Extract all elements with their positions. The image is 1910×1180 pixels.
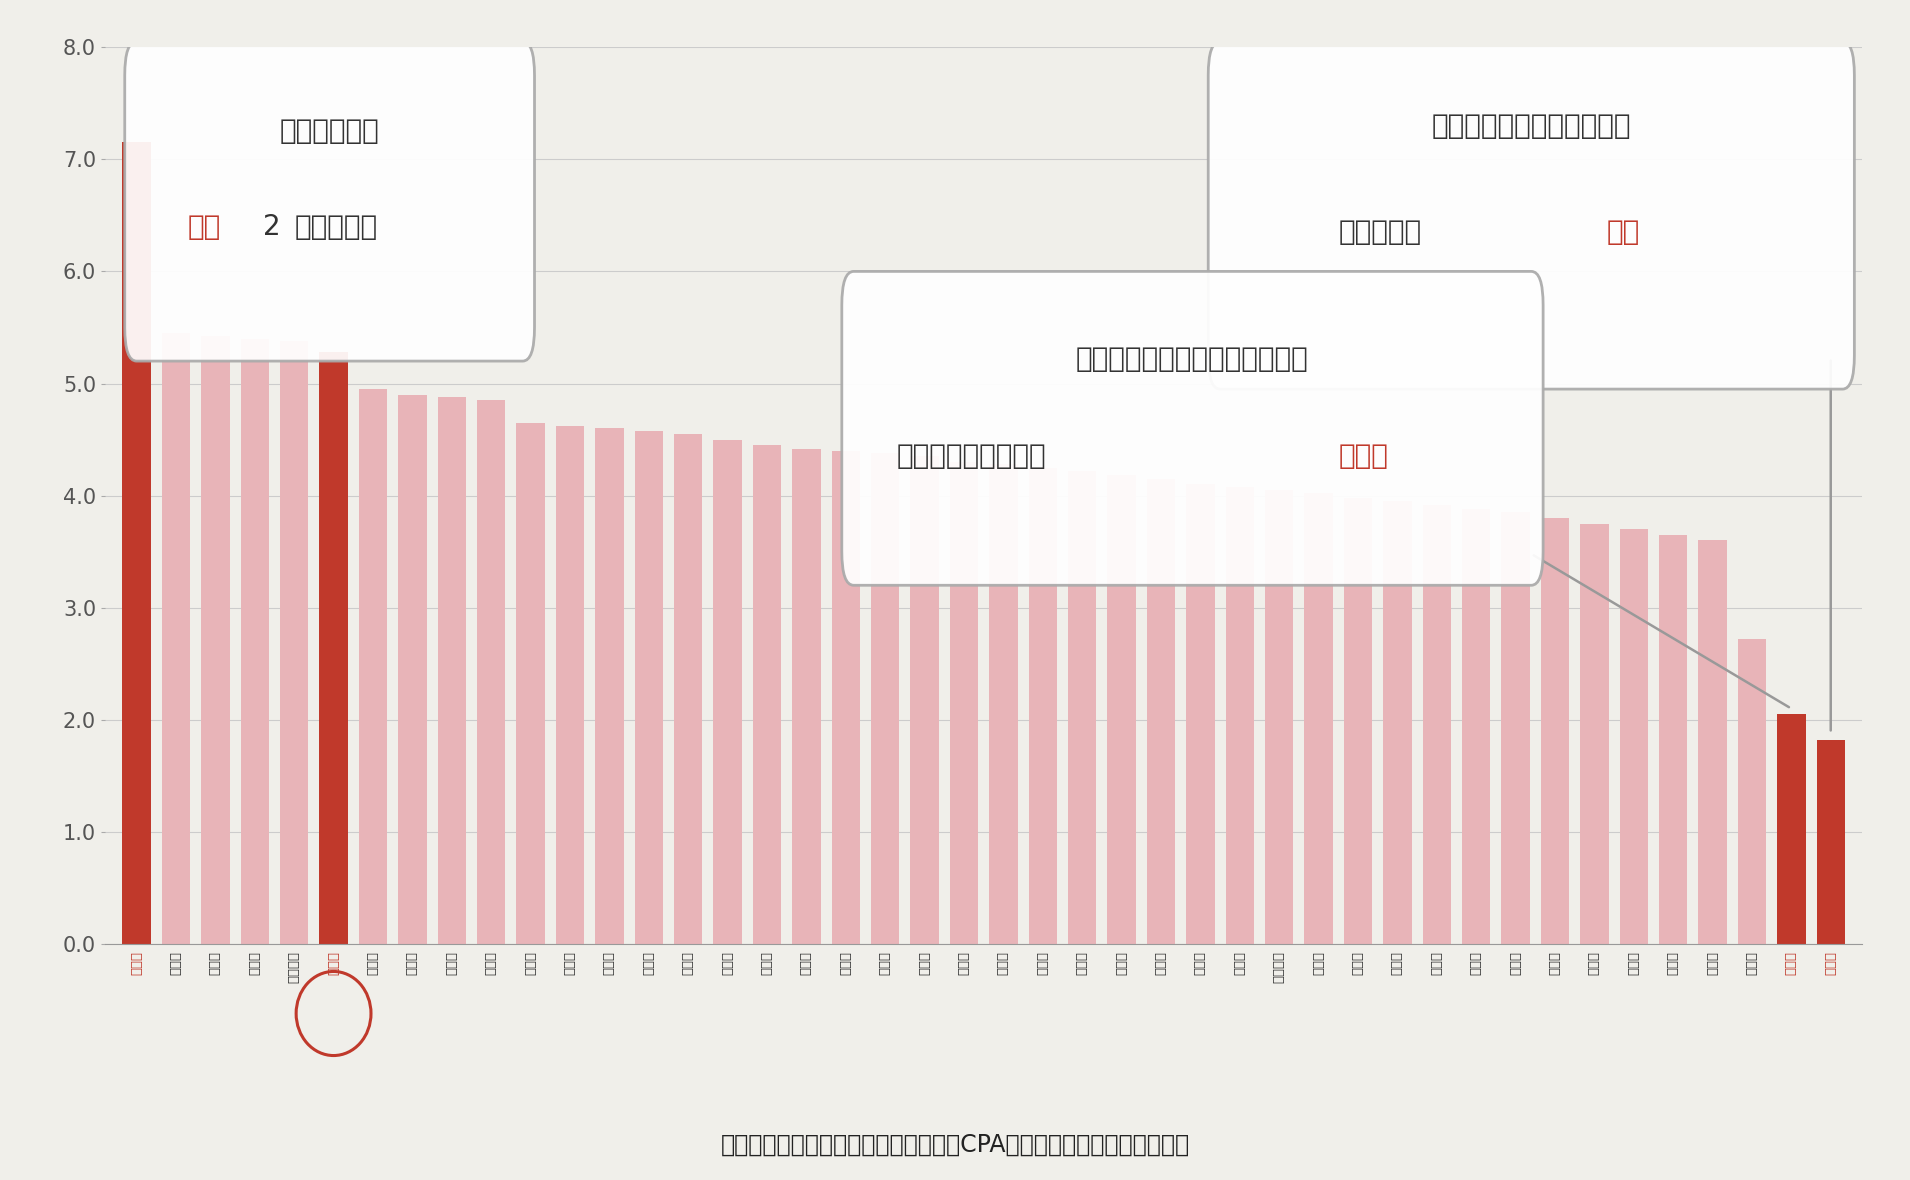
Bar <box>596 428 623 944</box>
Text: 県が上位に: 県が上位に <box>294 212 378 241</box>
Bar <box>1226 486 1255 944</box>
Bar <box>201 336 229 944</box>
Bar <box>1068 471 1096 944</box>
Bar <box>397 394 426 944</box>
Bar <box>1345 498 1371 944</box>
Bar <box>1146 479 1175 944</box>
Bar <box>437 396 466 944</box>
FancyBboxPatch shape <box>1209 41 1855 389</box>
Bar <box>1029 467 1056 944</box>
Bar <box>281 341 308 944</box>
Text: 温暖なはずの: 温暖なはずの <box>279 117 380 145</box>
Text: ヒートショック対策（断熱）が: ヒートショック対策（断熱）が <box>1075 345 1308 373</box>
Bar <box>319 352 348 944</box>
Bar <box>1461 509 1490 944</box>
Bar <box>989 464 1018 944</box>
Bar <box>1541 518 1570 944</box>
Bar <box>871 453 900 944</box>
Bar <box>674 434 703 944</box>
Bar <box>556 426 584 944</box>
Bar <box>1776 714 1805 944</box>
Text: 北海道: 北海道 <box>1339 442 1389 471</box>
Bar <box>1738 640 1767 944</box>
Bar <box>634 431 663 944</box>
Bar <box>1660 535 1687 944</box>
Bar <box>241 339 269 944</box>
Bar <box>162 333 191 944</box>
Bar <box>831 451 860 944</box>
Bar <box>1264 490 1293 944</box>
Bar <box>122 143 151 944</box>
FancyBboxPatch shape <box>842 271 1543 585</box>
Bar <box>1501 512 1530 944</box>
Text: 2: 2 <box>264 212 281 241</box>
Bar <box>1305 493 1333 944</box>
Bar <box>1816 740 1845 944</box>
Bar <box>516 422 544 944</box>
Bar <box>712 440 741 944</box>
Bar <box>1186 485 1215 944</box>
Text: しっかりされている: しっかりされている <box>898 442 1047 471</box>
Bar <box>1383 502 1411 944</box>
Bar <box>478 400 506 944</box>
Text: 四国: 四国 <box>187 212 222 241</box>
Text: 沖縄: 沖縄 <box>1606 218 1639 247</box>
Text: そもそもヒートショックが: そもそもヒートショックが <box>1432 112 1631 139</box>
Text: 都道府県別にみた高齢者１万人あたりCPA（入浴中心肺停止状態）件数: 都道府県別にみた高齢者１万人あたりCPA（入浴中心肺停止状態）件数 <box>720 1133 1190 1156</box>
Bar <box>359 389 388 944</box>
Text: 起きにくい: 起きにくい <box>1339 218 1421 247</box>
FancyBboxPatch shape <box>124 41 535 361</box>
Bar <box>1620 529 1648 944</box>
Bar <box>1698 540 1727 944</box>
Bar <box>753 445 781 944</box>
Bar <box>1580 524 1608 944</box>
Bar <box>793 448 821 944</box>
Bar <box>949 463 978 944</box>
Bar <box>1108 476 1136 944</box>
Bar <box>1423 505 1452 944</box>
Bar <box>911 457 938 944</box>
